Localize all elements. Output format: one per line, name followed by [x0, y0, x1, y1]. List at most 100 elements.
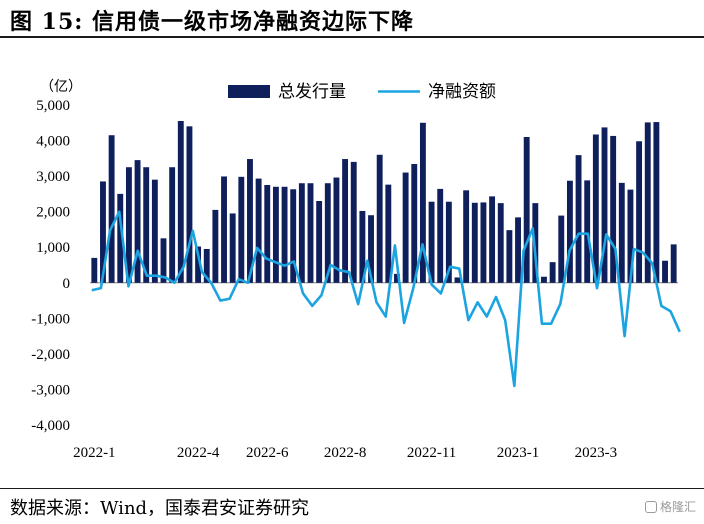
bar [368, 215, 374, 283]
y-tick-label: 4,000 [36, 134, 70, 150]
bar [419, 122, 426, 283]
watermark: 格隆汇 [644, 498, 696, 515]
bar [662, 260, 668, 283]
bar [212, 209, 219, 283]
bar [454, 277, 461, 283]
bar [549, 262, 556, 283]
y-tick-label: 2,000 [36, 205, 70, 221]
x-tick-label: 2023-3 [575, 445, 618, 461]
title-bar: 图 15: 信用债一级市场净融资边际下降 [0, 0, 704, 38]
y-tick-label: -2,000 [31, 347, 70, 363]
bar [117, 193, 124, 283]
chart: （亿） -4,000 -3,000 -2,000 -1,000 0 1,000 2,000 3,… [31, 79, 681, 461]
legend-label-bar: 总发行量 [278, 82, 346, 101]
bar [186, 126, 193, 283]
bar [221, 176, 227, 283]
bar [601, 127, 608, 283]
footer-divider [0, 488, 704, 489]
y-tick-label: -3,000 [31, 382, 70, 398]
bar [566, 180, 573, 283]
bar [584, 180, 591, 283]
x-tick-label: 2022-4 [177, 445, 220, 461]
line-path [91, 210, 681, 388]
bar [506, 230, 513, 283]
y-unit-label: （亿） [40, 79, 82, 95]
x-tick-label: 2022-8 [324, 445, 367, 461]
bar [342, 159, 349, 283]
bar [402, 172, 409, 283]
bar [592, 134, 599, 283]
bar [515, 217, 521, 283]
y-tick-label: 3,000 [36, 169, 70, 185]
bar [255, 178, 262, 283]
y-tick-label: -1,000 [31, 311, 70, 327]
bar [350, 161, 357, 283]
x-tick-label: 2022-6 [246, 445, 289, 461]
bar [489, 196, 496, 283]
bar [636, 141, 643, 283]
bar [177, 121, 184, 283]
bar [376, 154, 383, 283]
bar [91, 257, 98, 283]
bar [324, 183, 331, 283]
bar [160, 238, 167, 283]
bar [437, 188, 444, 283]
bar [151, 179, 158, 283]
bar [203, 249, 210, 283]
y-tick-label: 1,000 [36, 240, 70, 256]
bar [541, 276, 547, 283]
bar [272, 186, 279, 283]
y-tick-label: -4,000 [31, 418, 70, 434]
y-tick-label: 0 [63, 276, 71, 292]
bar [195, 246, 202, 283]
bar [307, 183, 314, 283]
bar [125, 167, 132, 283]
legend-label-line: 净融资额 [428, 82, 496, 101]
bar [100, 181, 106, 283]
legend-swatch-bar [228, 85, 270, 98]
bar [627, 189, 634, 283]
watermark-logo-icon [644, 501, 657, 513]
bar [290, 189, 297, 283]
bar [463, 190, 470, 283]
bar [411, 164, 418, 283]
bar [316, 201, 323, 283]
bar [618, 182, 625, 283]
bar [264, 185, 271, 283]
bar [610, 135, 617, 283]
y-tick-label: 5,000 [36, 98, 70, 114]
bar [281, 186, 288, 283]
bar [471, 202, 478, 283]
bar [394, 273, 400, 283]
bar [134, 160, 141, 283]
bar [480, 202, 487, 283]
bar [385, 184, 392, 283]
bar [558, 215, 565, 283]
bar [428, 201, 435, 283]
bar [333, 177, 340, 283]
bar [108, 135, 115, 283]
axes: （亿） -4,000 -3,000 -2,000 -1,000 0 1,000 2,000 3,… [31, 79, 678, 461]
bar [247, 159, 253, 283]
bar [653, 122, 660, 283]
bar [238, 176, 245, 283]
bar [143, 167, 150, 283]
bar [670, 244, 677, 283]
x-tick-label: 2022-11 [407, 445, 456, 461]
bar [445, 201, 452, 283]
bar [359, 210, 366, 283]
bar [644, 122, 651, 283]
x-tick-label: 2023-1 [497, 445, 540, 461]
bar [523, 137, 530, 283]
bar [497, 203, 504, 283]
source-note: 数据来源：Wind，国泰君安证券研究 [10, 498, 310, 519]
bar [298, 183, 305, 283]
x-tick-label: 2022-1 [73, 445, 116, 461]
bar [575, 155, 582, 283]
legend: 总发行量 净融资额 [228, 82, 496, 101]
watermark-text: 格隆汇 [659, 500, 696, 514]
bar [229, 213, 236, 283]
figure-title: 图 15: 信用债一级市场净融资边际下降 [10, 9, 415, 35]
bar [169, 167, 176, 283]
bar-series [91, 121, 677, 283]
